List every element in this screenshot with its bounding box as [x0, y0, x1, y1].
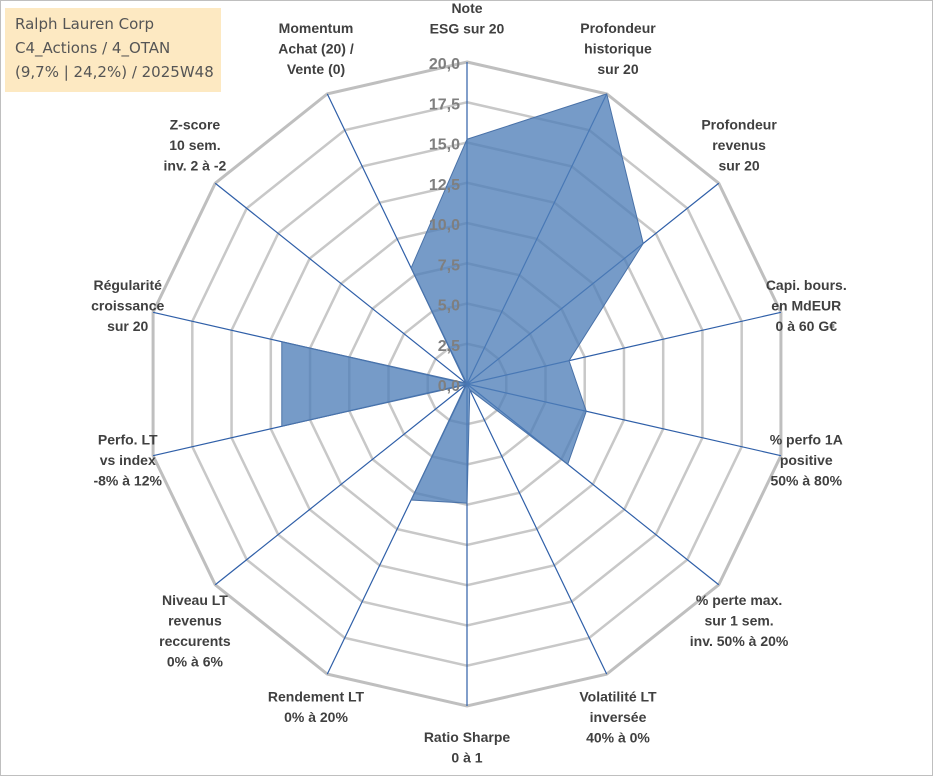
- category-label: Profondeur historique sur 20: [580, 20, 656, 77]
- tick-label: 20,0: [429, 56, 460, 73]
- category-label: Momentum Achat (20) / Vente (0): [278, 20, 354, 77]
- category-label: % perte max. sur 1 sem. inv. 50% à 20%: [690, 592, 789, 649]
- tick-label: 15,0: [429, 137, 460, 154]
- category-label: Niveau LT revenus reccurents 0% à 6%: [159, 592, 231, 670]
- category-label: Note ESG sur 20: [430, 0, 505, 37]
- tick-label: 12,5: [429, 177, 460, 194]
- category-label: Perfo. LT vs index -8% à 12%: [93, 432, 162, 489]
- tick-label: 5,0: [438, 298, 460, 315]
- category-label: Capi. bours. en MdEUR 0 à 60 G€: [766, 277, 847, 334]
- legend-stats: (9,7% | 24,2%) / 2025W48: [15, 63, 214, 81]
- category-label: Profondeur revenus sur 20: [701, 117, 777, 174]
- tick-label: 0,0: [438, 378, 460, 395]
- legend-company: Ralph Lauren Corp: [15, 15, 154, 33]
- axis-spoke: [214, 383, 468, 586]
- tick-label: 10,0: [429, 217, 460, 234]
- tick-label: 2,5: [438, 338, 460, 355]
- category-label: Ratio Sharpe 0 à 1: [424, 729, 511, 766]
- axis-spoke: [466, 383, 608, 675]
- category-label: Volatilité LT inversée 40% à 0%: [579, 689, 657, 746]
- legend-category: C4_Actions / 4_OTAN: [15, 39, 171, 57]
- category-label: % perfo 1A positive 50% à 80%: [770, 432, 843, 489]
- tick-label: 17,5: [429, 96, 460, 113]
- legend-box: Ralph Lauren Corp C4_Actions / 4_OTAN (9…: [5, 8, 221, 92]
- category-label: Z-score 10 sem. inv. 2 à -2: [164, 117, 227, 174]
- axis-spoke: [214, 182, 468, 385]
- category-label: Rendement LT 0% à 20%: [268, 689, 365, 726]
- category-label: Régularité croissance sur 20: [91, 277, 164, 334]
- tick-label: 7,5: [438, 257, 460, 274]
- series-area: [281, 93, 644, 504]
